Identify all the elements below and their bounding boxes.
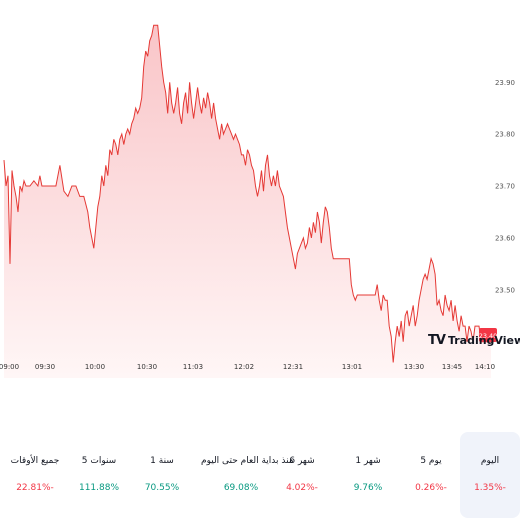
x-tick-label: 11:03 — [183, 363, 203, 371]
price-chart[interactable]: 23.90 23.80 23.70 23.60 23.50 09:00 09:30 10:0… — [0, 0, 520, 380]
x-tick-label: 14:10 — [475, 363, 495, 371]
period-selector: جميع الأوقات 22.81%- 5 سنوات 111.88% 1 س… — [5, 432, 520, 518]
period-change: 1.35%- — [474, 483, 506, 493]
period-change: 9.76% — [353, 483, 383, 493]
tradingview-logo-text: TradingView — [447, 334, 520, 347]
period-change: 69.08% — [223, 483, 259, 493]
period-label: منذ بداية العام حتى اليوم — [201, 456, 294, 466]
time-axis: 09:00 09:30 10:00 10:30 11:03 12:02 12:31 13:01… — [0, 363, 495, 371]
y-tick-label: 23.50 — [495, 286, 515, 294]
y-tick-label: 23.90 — [495, 79, 515, 87]
period-label: 1 سنة — [150, 456, 174, 466]
tradingview-logo: TV TradingView — [428, 333, 520, 348]
y-tick-label: 23.80 — [495, 131, 515, 139]
y-tick-label: 23.70 — [495, 183, 515, 191]
period-change: 111.88% — [78, 483, 120, 493]
period-ytd[interactable]: منذ بداية العام حتى اليوم 69.08% — [201, 432, 294, 518]
price-area-fill — [4, 25, 491, 378]
period-label: 1 شهر — [355, 456, 381, 466]
period-today[interactable]: اليوم 1.35%- — [460, 432, 520, 518]
x-tick-label: 09:30 — [35, 363, 55, 371]
period-change: 70.55% — [144, 483, 180, 493]
period-5-years[interactable]: 5 سنوات 111.88% — [69, 432, 129, 518]
x-tick-label: 12:02 — [234, 363, 254, 371]
current-price-label: 23.40 — [479, 332, 498, 340]
x-tick-label: 13:30 — [404, 363, 424, 371]
period-label: 5 يوم — [420, 456, 442, 466]
period-label: 6 شهر — [289, 456, 315, 466]
period-1-year[interactable]: 1 سنة 70.55% — [132, 432, 192, 518]
period-change: 4.02%- — [286, 483, 318, 493]
period-change: 0.26%- — [415, 483, 447, 493]
price-line — [3, 24, 491, 363]
y-tick-label: 23.60 — [495, 234, 515, 242]
period-label: 5 سنوات — [81, 456, 117, 466]
tradingview-logo-icon: TV — [428, 333, 446, 348]
current-price-tag: 23.40 — [479, 328, 498, 342]
price-axis: 23.90 23.80 23.70 23.60 23.50 — [495, 79, 515, 295]
x-tick-label: 13:01 — [342, 363, 362, 371]
x-tick-label: 10:00 — [85, 363, 105, 371]
x-tick-label: 13:45 — [442, 363, 462, 371]
period-label: جميع الأوقات — [10, 456, 60, 466]
period-label: اليوم — [480, 456, 500, 466]
period-5-days[interactable]: 5 يوم 0.26%- — [401, 432, 461, 518]
period-all-time[interactable]: جميع الأوقات 22.81%- — [5, 432, 65, 518]
period-6-months[interactable]: 6 شهر 4.02%- — [272, 432, 332, 518]
x-tick-label: 12:31 — [283, 363, 303, 371]
x-tick-label: 09:00 — [0, 363, 19, 371]
x-tick-label: 10:30 — [137, 363, 157, 371]
period-1-month[interactable]: 1 شهر 9.76% — [338, 432, 398, 518]
period-change: 22.81%- — [16, 483, 54, 493]
